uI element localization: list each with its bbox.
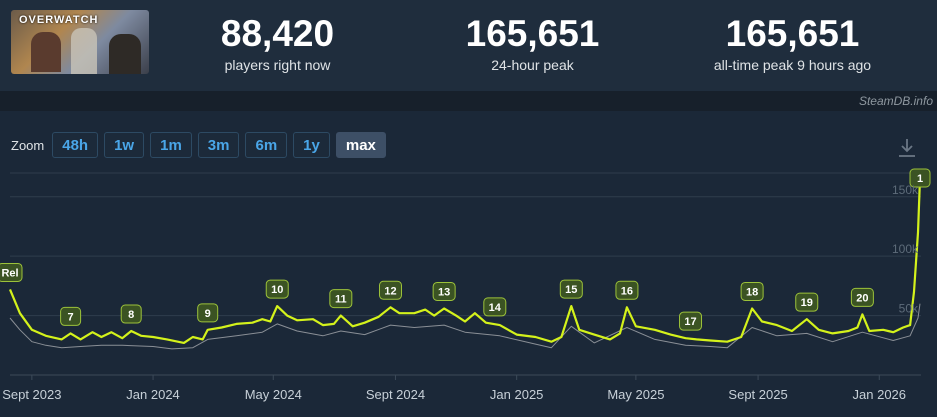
header-divider: [0, 91, 937, 111]
event-marker-box[interactable]: [909, 168, 931, 188]
event-marker-box[interactable]: [850, 287, 874, 307]
event-marker-label: 14: [489, 302, 502, 314]
event-marker-box[interactable]: [559, 279, 583, 299]
player-count-chart[interactable]: Rel 7 8 9 10 11 12 13 14 15 16 17 18 19 20 1 50k 100k 150…: [0, 165, 937, 417]
x-tick-label: May 2024: [245, 387, 302, 402]
event-marker-box[interactable]: [0, 262, 23, 282]
game-thumbnail[interactable]: OVERWATCH: [11, 10, 149, 74]
event-marker-label: 17: [684, 316, 696, 328]
all-time-peak-label: all-time peak 9 hours ago: [713, 57, 872, 73]
event-marker-box[interactable]: [329, 289, 353, 309]
x-tick-label: Jan 2025: [490, 387, 544, 402]
event-marker[interactable]: 20: [850, 287, 874, 307]
x-tick-label: Sept 2023: [2, 387, 61, 402]
x-tick-label: Jan 2026: [853, 387, 907, 402]
event-marker[interactable]: 15: [559, 279, 583, 299]
event-marker[interactable]: 13: [432, 281, 456, 301]
event-marker-box[interactable]: [483, 297, 507, 317]
event-marker[interactable]: 19: [795, 292, 819, 312]
y-tick-label: 100k: [892, 242, 919, 256]
hero-silhouette-2: [71, 28, 97, 74]
event-marker-label: 7: [68, 311, 74, 323]
event-marker-label: 18: [746, 286, 758, 298]
zoom-max-button[interactable]: max: [335, 132, 386, 158]
x-tick-label: Jan 2024: [126, 387, 180, 402]
zoom-1y-button[interactable]: 1y: [293, 132, 330, 158]
game-logo: OVERWATCH: [19, 14, 99, 26]
event-marker-label: 10: [271, 284, 283, 296]
zoom-3m-button[interactable]: 3m: [197, 132, 240, 158]
zoom-controls: Zoom 48h 1w 1m 3m 6m 1y max: [11, 131, 392, 159]
event-marker[interactable]: 12: [378, 280, 402, 300]
event-marker[interactable]: Rel: [0, 262, 23, 282]
event-marker-box[interactable]: [265, 279, 289, 299]
day-peak-value: 165,651: [465, 13, 600, 54]
event-marker-box[interactable]: [60, 306, 82, 326]
event-marker-box[interactable]: [120, 304, 142, 324]
event-marker-label: 11: [335, 294, 347, 306]
event-marker[interactable]: 7: [60, 306, 82, 326]
event-marker-box[interactable]: [432, 281, 456, 301]
steamdb-credit[interactable]: SteamDB.info: [858, 94, 933, 108]
players-series-line: [8, 178, 922, 344]
event-marker-label: 9: [205, 308, 211, 320]
day-peak-stat: 165,651 24-hour peak: [450, 13, 615, 74]
zoom-48h-button[interactable]: 48h: [52, 132, 99, 158]
event-marker[interactable]: 18: [740, 281, 764, 301]
event-marker-label: 12: [384, 285, 396, 297]
event-marker-label: 15: [565, 284, 577, 296]
comparison-series-line: [9, 303, 921, 350]
x-tick-label: Sept 2025: [728, 387, 787, 402]
all-time-peak-value: 165,651: [725, 13, 860, 54]
event-marker[interactable]: 14: [483, 297, 507, 317]
event-marker-box[interactable]: [679, 311, 703, 331]
event-marker-box[interactable]: [795, 292, 819, 312]
all-time-peak-stat: 165,651 all-time peak 9 hours ago: [695, 13, 890, 74]
day-peak-label: 24-hour peak: [491, 57, 574, 73]
event-marker-label: Rel: [1, 267, 18, 279]
event-marker-box[interactable]: [197, 303, 219, 323]
zoom-label: Zoom: [11, 137, 45, 153]
event-marker-box[interactable]: [615, 280, 639, 300]
download-icon[interactable]: [896, 137, 918, 159]
event-marker[interactable]: 16: [615, 280, 639, 300]
event-marker-label: 8: [128, 309, 134, 321]
event-marker-label: 16: [621, 285, 633, 297]
zoom-1m-button[interactable]: 1m: [150, 132, 192, 158]
event-marker[interactable]: 1: [909, 168, 931, 188]
event-marker-box[interactable]: [378, 280, 402, 300]
zoom-1w-button[interactable]: 1w: [104, 132, 145, 158]
event-marker[interactable]: 9: [197, 303, 219, 323]
event-marker-box[interactable]: [740, 281, 764, 301]
x-tick-label: May 2025: [607, 387, 664, 402]
y-tick-label: 150k: [892, 183, 919, 197]
event-marker-label: 1: [917, 173, 923, 185]
current-players-value: 88,420: [220, 13, 335, 54]
stats-header: OVERWATCH 88,420 players right now 165,6…: [0, 0, 937, 91]
hero-silhouette-1: [31, 32, 61, 72]
event-marker-label: 19: [801, 297, 813, 309]
event-marker-label: 20: [856, 292, 868, 304]
current-players-label: players right now: [224, 57, 331, 73]
hero-silhouette-3: [109, 34, 141, 74]
event-marker[interactable]: 17: [679, 311, 703, 331]
event-marker[interactable]: 11: [329, 289, 353, 309]
current-players-stat: 88,420 players right now: [195, 13, 360, 74]
event-marker-label: 13: [438, 286, 450, 298]
event-marker[interactable]: 10: [265, 279, 289, 299]
zoom-6m-button[interactable]: 6m: [245, 132, 288, 158]
event-marker[interactable]: 8: [120, 304, 142, 324]
y-tick-label: 50k: [899, 302, 919, 316]
x-tick-label: Sept 2024: [366, 387, 425, 402]
